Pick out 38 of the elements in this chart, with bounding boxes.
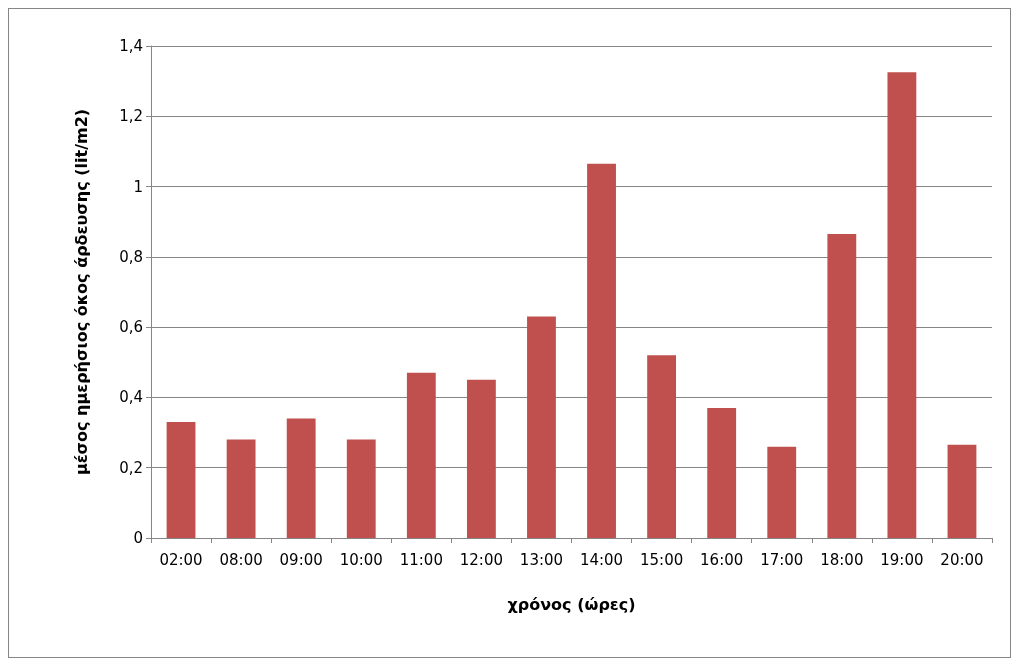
bar: [947, 444, 977, 538]
x-tick-label: 09:00: [279, 550, 323, 569]
bar: [587, 163, 616, 538]
y-axis-title: μέσος ημερήσιος όκος άρδευσης (lit/m2): [71, 108, 91, 476]
bar: [226, 439, 256, 538]
y-tick-label: 0,4: [119, 388, 143, 407]
x-tick-label: 17:00: [760, 550, 804, 569]
x-tick-label: 02:00: [159, 550, 203, 569]
y-tick-label: 1,4: [119, 37, 143, 55]
x-axis-title: χρόνος (ώρες): [507, 594, 636, 614]
x-tick-label: 16:00: [700, 550, 744, 569]
bar: [647, 355, 677, 538]
bar: [887, 72, 917, 538]
x-tick-label: 10:00: [339, 550, 383, 569]
bar: [527, 316, 556, 538]
x-tick-label: 08:00: [219, 550, 263, 569]
y-tick-label: 0,2: [119, 458, 143, 477]
bar: [406, 372, 436, 538]
x-tick-label: 19:00: [880, 550, 924, 569]
y-tick-label: 1: [133, 177, 143, 196]
x-tick-label: 12:00: [459, 550, 504, 569]
bar: [707, 407, 737, 538]
bar: [286, 418, 316, 538]
bar: [767, 446, 797, 538]
bar: [166, 422, 196, 538]
bar: [346, 439, 376, 538]
x-tick-label: 20:00: [940, 550, 984, 569]
x-tick-label: 15:00: [639, 550, 684, 569]
x-tick-label: 11:00: [399, 550, 443, 569]
bar: [827, 234, 857, 538]
y-tick-label: 0,8: [119, 247, 143, 266]
y-tick-label: 1,2: [119, 107, 143, 126]
x-tick-label: 18:00: [820, 550, 864, 569]
y-tick-label: 0,6: [119, 318, 143, 337]
x-tick-label: 14:00: [579, 550, 624, 569]
bar: [466, 379, 496, 538]
y-tick-label: 0: [133, 529, 143, 547]
x-tick-label: 13:00: [519, 550, 564, 569]
